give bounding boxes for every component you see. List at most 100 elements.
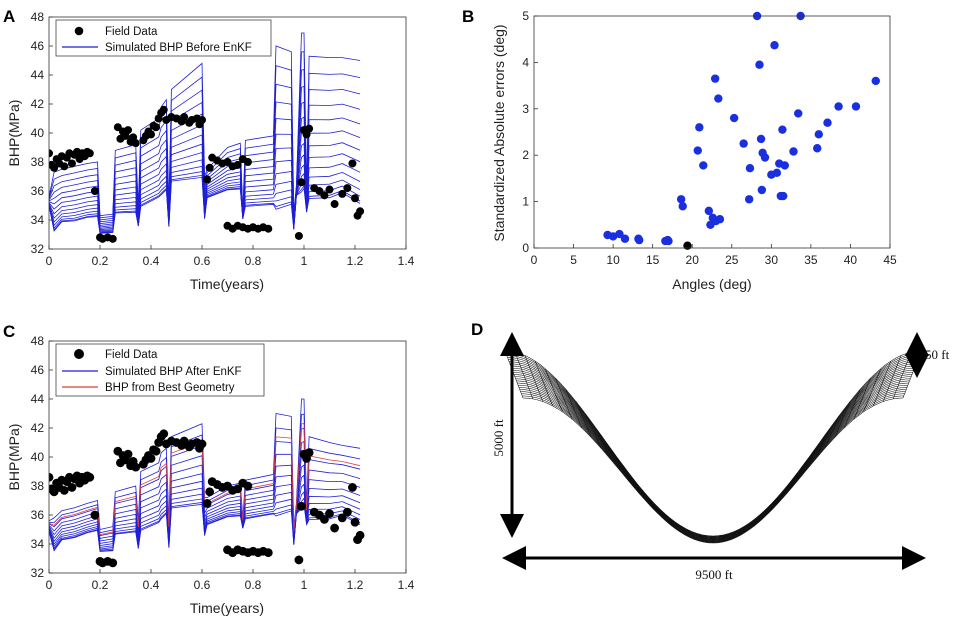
chart-c-field-point (108, 558, 118, 568)
mesh-d-connector (721, 534, 724, 543)
panel-label-d: D (471, 320, 483, 339)
chart-c-legend-best: BHP from Best Geometry (105, 382, 235, 394)
chart-c-ytick-label: 48 (31, 334, 45, 348)
chart-a-field-point (264, 224, 273, 233)
chart-c-xtick-label: 0.4 (143, 578, 160, 592)
chart-c-frame (48, 340, 407, 574)
chart-a-xtick-label: 0.2 (92, 254, 109, 268)
chart-c-field-point (304, 448, 314, 458)
chart-b-point (693, 146, 702, 155)
chart-b-xtick-label: 45 (883, 253, 897, 267)
chart-a-field-point (338, 189, 347, 198)
chart-a-field-point (348, 159, 357, 168)
chart-b-xtick-label: 35 (804, 253, 818, 267)
chart-b-ytick-label: 4 (522, 55, 529, 69)
chart-c-xtick-label: 1.4 (398, 578, 415, 592)
chart-b-point (834, 102, 843, 111)
chart-b-point (772, 168, 782, 178)
chart-a-field-point (85, 149, 94, 158)
chart-b-frame (533, 15, 891, 249)
mesh-d-connector (659, 508, 667, 522)
mesh-d-connector (702, 534, 705, 543)
chart-b-point (699, 161, 708, 170)
chart-c-ytick-label: 36 (31, 508, 45, 522)
chart-b-xtick-label: 0 (531, 253, 538, 267)
mesh-d-connector (805, 443, 820, 471)
chart-a-group: 0 0.2 0.4 0.6 0.8 1 1.2 1.4 32 34 36 38 40 42 44 46 48 F… (6, 10, 415, 292)
chart-c-xtick-label: 0.8 (245, 578, 262, 592)
chart-c-legend-sim: Simulated BHP After EnKF (105, 366, 242, 378)
chart-b-point (756, 134, 766, 144)
chart-c-xtick-label: 1.2 (347, 578, 364, 592)
mesh-d-connector (544, 368, 563, 412)
mesh-d-connector (555, 377, 573, 420)
chart-a-axes: 0 0.2 0.4 0.6 0.8 1 1.2 1.4 32 34 36 38 40 42 44 46 48 (31, 10, 415, 268)
chart-c-field-point (330, 523, 339, 533)
mesh-d-connector (586, 414, 602, 449)
chart-c-field-point (197, 439, 207, 449)
chart-a-field-point (330, 200, 339, 209)
chart-b-point (755, 60, 764, 69)
chart-a-field-point (297, 178, 306, 187)
mesh-d-group: 5000 ft 50 ft 9500 ft (491, 332, 950, 582)
chart-c-ytick-label: 34 (31, 537, 45, 551)
chart-a-legend: Field Data Simulated BHP Before EnKF (55, 19, 272, 57)
chart-a-ytick-label: 42 (31, 97, 45, 111)
chart-a-ytick-label: 40 (31, 126, 45, 140)
mesh-d-connector (680, 525, 686, 536)
chart-c-field-point (179, 436, 189, 446)
mesh-d-connector (648, 497, 658, 514)
chart-c-field-point (131, 462, 141, 472)
chart-a-ytick-label: 36 (31, 184, 45, 198)
chart-a-field-point (159, 105, 168, 114)
chart-c-field-point (85, 472, 95, 482)
chart-b-xtick-label: 40 (844, 253, 858, 267)
chart-c-best-series (49, 422, 361, 536)
mesh-d-connector (796, 457, 809, 482)
chart-a-field-point (198, 115, 206, 124)
chart-a-xtick-label: 1.2 (347, 254, 364, 268)
mesh-d-connector (691, 531, 695, 540)
chart-a-series (49, 32, 361, 234)
chart-c-field-point (325, 509, 334, 518)
chart-b-point (635, 235, 644, 245)
chart-b-point (794, 109, 803, 118)
chart-b-ytick-label: 1 (522, 195, 529, 209)
chart-a-field-point (124, 126, 133, 135)
mesh-d-curve (511, 367, 915, 539)
chart-b-point (676, 195, 686, 204)
chart-a-frame (48, 16, 407, 250)
mesh-d-wireframe (504, 350, 922, 544)
chart-b-point (823, 118, 832, 127)
chart-b-xtick-label: 5 (570, 253, 577, 267)
chart-c-ytick-label: 38 (31, 479, 45, 493)
chart-b-point (744, 195, 754, 204)
chart-a-field-point (180, 113, 189, 122)
chart-b-xtick-label: 30 (765, 253, 779, 267)
mesh-d-connector (638, 485, 649, 504)
mesh-d-connector (844, 389, 861, 428)
chart-c-group: 0 0.2 0.4 0.6 0.8 1 1.2 1.4 32 34 36 38 40 42 44 46 48 F… (6, 334, 415, 616)
chart-a-field-point (203, 175, 212, 184)
chart-a-field-point (131, 139, 140, 148)
chart-c-field-point (123, 449, 133, 459)
mesh-d-connector (524, 355, 544, 402)
mesh-d-connector (627, 471, 639, 494)
chart-c-field-point (202, 499, 212, 508)
chart-c-field-point (263, 548, 273, 558)
chart-b-point (779, 191, 788, 201)
chart-c-legend-field-marker (74, 349, 84, 359)
chart-b-point (789, 147, 798, 156)
chart-c-field-point (348, 483, 357, 492)
chart-a-field-point (356, 207, 365, 216)
panel-label-c: C (3, 322, 15, 341)
chart-a-field-point (233, 160, 242, 169)
chart-c-ytick-label: 40 (31, 450, 45, 464)
mesh-d-curve (504, 350, 922, 537)
mesh-d-connector (731, 531, 735, 540)
chart-c-best-line (49, 422, 361, 536)
chart-b-xtick-label: 10 (606, 253, 620, 267)
chart-b-ytick-label: 5 (522, 9, 529, 23)
chart-b-point (715, 215, 725, 224)
